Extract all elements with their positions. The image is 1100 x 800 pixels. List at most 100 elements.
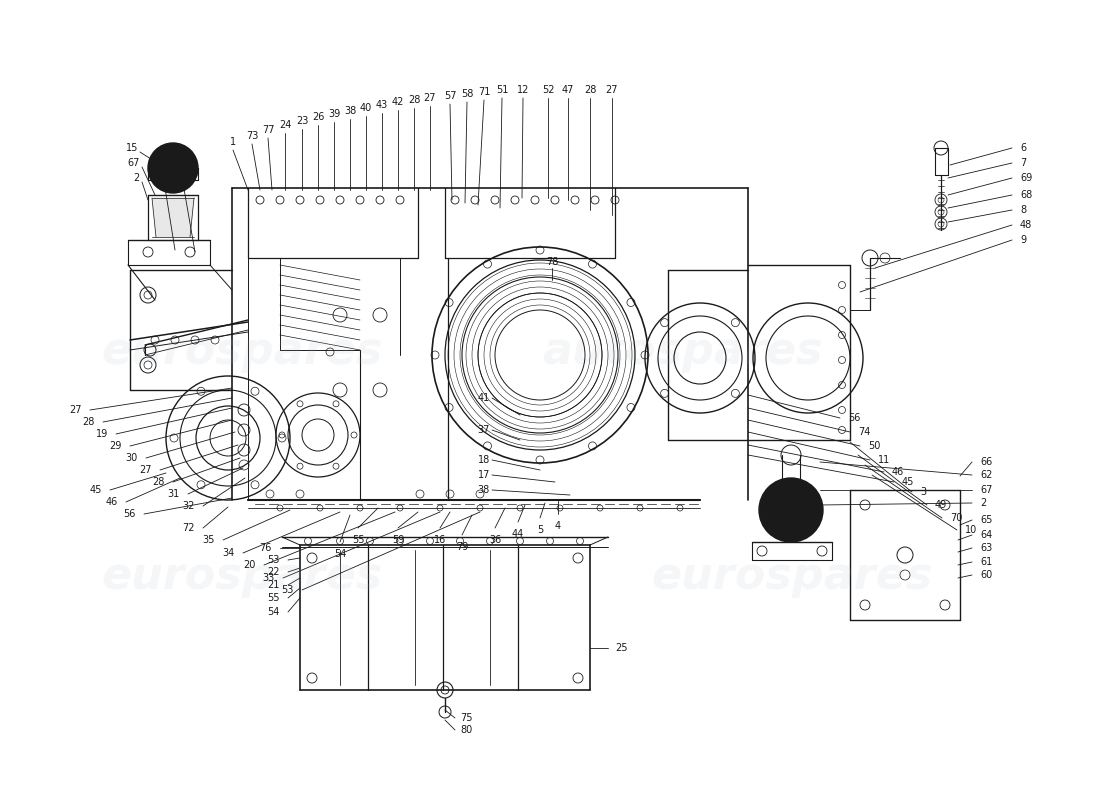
Text: 7: 7 [1020, 158, 1026, 168]
Text: 39: 39 [328, 109, 340, 119]
Text: 27: 27 [69, 405, 82, 415]
Text: 22: 22 [267, 567, 280, 577]
Text: 38: 38 [477, 485, 490, 495]
Text: 20: 20 [243, 560, 256, 570]
Text: 34: 34 [222, 548, 235, 558]
Text: 33: 33 [263, 573, 275, 583]
Text: 1: 1 [230, 137, 236, 147]
Text: 25: 25 [615, 643, 627, 653]
Text: 50: 50 [868, 441, 880, 451]
Text: 18: 18 [477, 455, 490, 465]
Text: 65: 65 [980, 515, 992, 525]
Text: 28: 28 [82, 417, 95, 427]
Text: 2: 2 [980, 498, 987, 508]
Text: 47: 47 [562, 85, 574, 95]
Text: 13: 13 [166, 157, 178, 167]
Circle shape [759, 478, 823, 542]
Text: autospares: autospares [541, 330, 823, 374]
Text: 28: 28 [408, 95, 420, 105]
Text: 11: 11 [878, 455, 890, 465]
Text: 71: 71 [477, 87, 491, 97]
Text: 55: 55 [267, 593, 280, 603]
Text: 4: 4 [554, 521, 561, 531]
Text: 62: 62 [980, 470, 992, 480]
Text: 57: 57 [443, 91, 456, 101]
Text: 3: 3 [920, 487, 926, 497]
Text: 45: 45 [89, 485, 102, 495]
Text: 17: 17 [477, 470, 490, 480]
Text: 49: 49 [935, 500, 947, 510]
Text: 9: 9 [1020, 235, 1026, 245]
Text: 21: 21 [267, 580, 280, 590]
Text: 28: 28 [584, 85, 596, 95]
Text: 27: 27 [424, 93, 437, 103]
Text: 56: 56 [123, 509, 136, 519]
Text: 27: 27 [606, 85, 618, 95]
Text: 59: 59 [392, 535, 404, 545]
Text: 46: 46 [892, 467, 904, 477]
Polygon shape [152, 198, 194, 237]
Text: 30: 30 [125, 453, 138, 463]
Text: 26: 26 [311, 112, 324, 122]
Text: eurospares: eurospares [651, 554, 933, 598]
Text: 70: 70 [950, 513, 962, 523]
Text: 28: 28 [153, 477, 165, 487]
Text: 40: 40 [360, 103, 372, 113]
Text: 5: 5 [537, 525, 543, 535]
Text: 53: 53 [282, 585, 294, 595]
Text: 8: 8 [1020, 205, 1026, 215]
Text: 10: 10 [965, 525, 977, 535]
Text: 37: 37 [477, 425, 490, 435]
Text: 54: 54 [267, 607, 280, 617]
Text: 14: 14 [147, 160, 160, 170]
Text: 69: 69 [1020, 173, 1032, 183]
Text: 79: 79 [455, 542, 469, 552]
Text: 19: 19 [96, 429, 108, 439]
Text: 60: 60 [980, 570, 992, 580]
Text: eurospares: eurospares [101, 330, 383, 374]
Text: 78: 78 [546, 257, 558, 267]
Circle shape [148, 143, 198, 193]
Text: 2: 2 [134, 173, 140, 183]
Text: 66: 66 [980, 457, 992, 467]
Text: 51: 51 [496, 85, 508, 95]
Text: 6: 6 [1020, 143, 1026, 153]
Text: 16: 16 [433, 535, 447, 545]
Text: 24: 24 [278, 120, 292, 130]
Text: 80: 80 [460, 725, 472, 735]
Text: 72: 72 [183, 523, 195, 533]
Text: 55: 55 [352, 535, 364, 545]
Text: eurospares: eurospares [101, 554, 383, 598]
Text: 67: 67 [980, 485, 992, 495]
Text: 56: 56 [848, 413, 860, 423]
Text: 29: 29 [110, 441, 122, 451]
Text: 61: 61 [980, 557, 992, 567]
Text: 35: 35 [202, 535, 215, 545]
Text: 73: 73 [245, 131, 258, 141]
Text: 53: 53 [267, 555, 280, 565]
Text: 63: 63 [980, 543, 992, 553]
Text: 58: 58 [461, 89, 473, 99]
Text: 15: 15 [125, 143, 138, 153]
Text: 12: 12 [517, 85, 529, 95]
Text: 43: 43 [376, 100, 388, 110]
Text: 75: 75 [460, 713, 473, 723]
Text: 52: 52 [541, 85, 554, 95]
Text: 74: 74 [858, 427, 870, 437]
Text: 48: 48 [1020, 220, 1032, 230]
Text: 38: 38 [344, 106, 356, 116]
Text: 46: 46 [106, 497, 118, 507]
Text: 67: 67 [128, 158, 140, 168]
Text: 54: 54 [333, 549, 346, 559]
Text: 41: 41 [477, 393, 490, 403]
Text: 44: 44 [512, 529, 524, 539]
Text: 68: 68 [1020, 190, 1032, 200]
Text: 31: 31 [167, 489, 180, 499]
Text: 32: 32 [183, 501, 195, 511]
Text: 77: 77 [262, 125, 274, 135]
Text: 42: 42 [392, 97, 404, 107]
Text: 23: 23 [296, 116, 308, 126]
Text: 27: 27 [140, 465, 152, 475]
Text: 64: 64 [980, 530, 992, 540]
Text: 36: 36 [488, 535, 502, 545]
